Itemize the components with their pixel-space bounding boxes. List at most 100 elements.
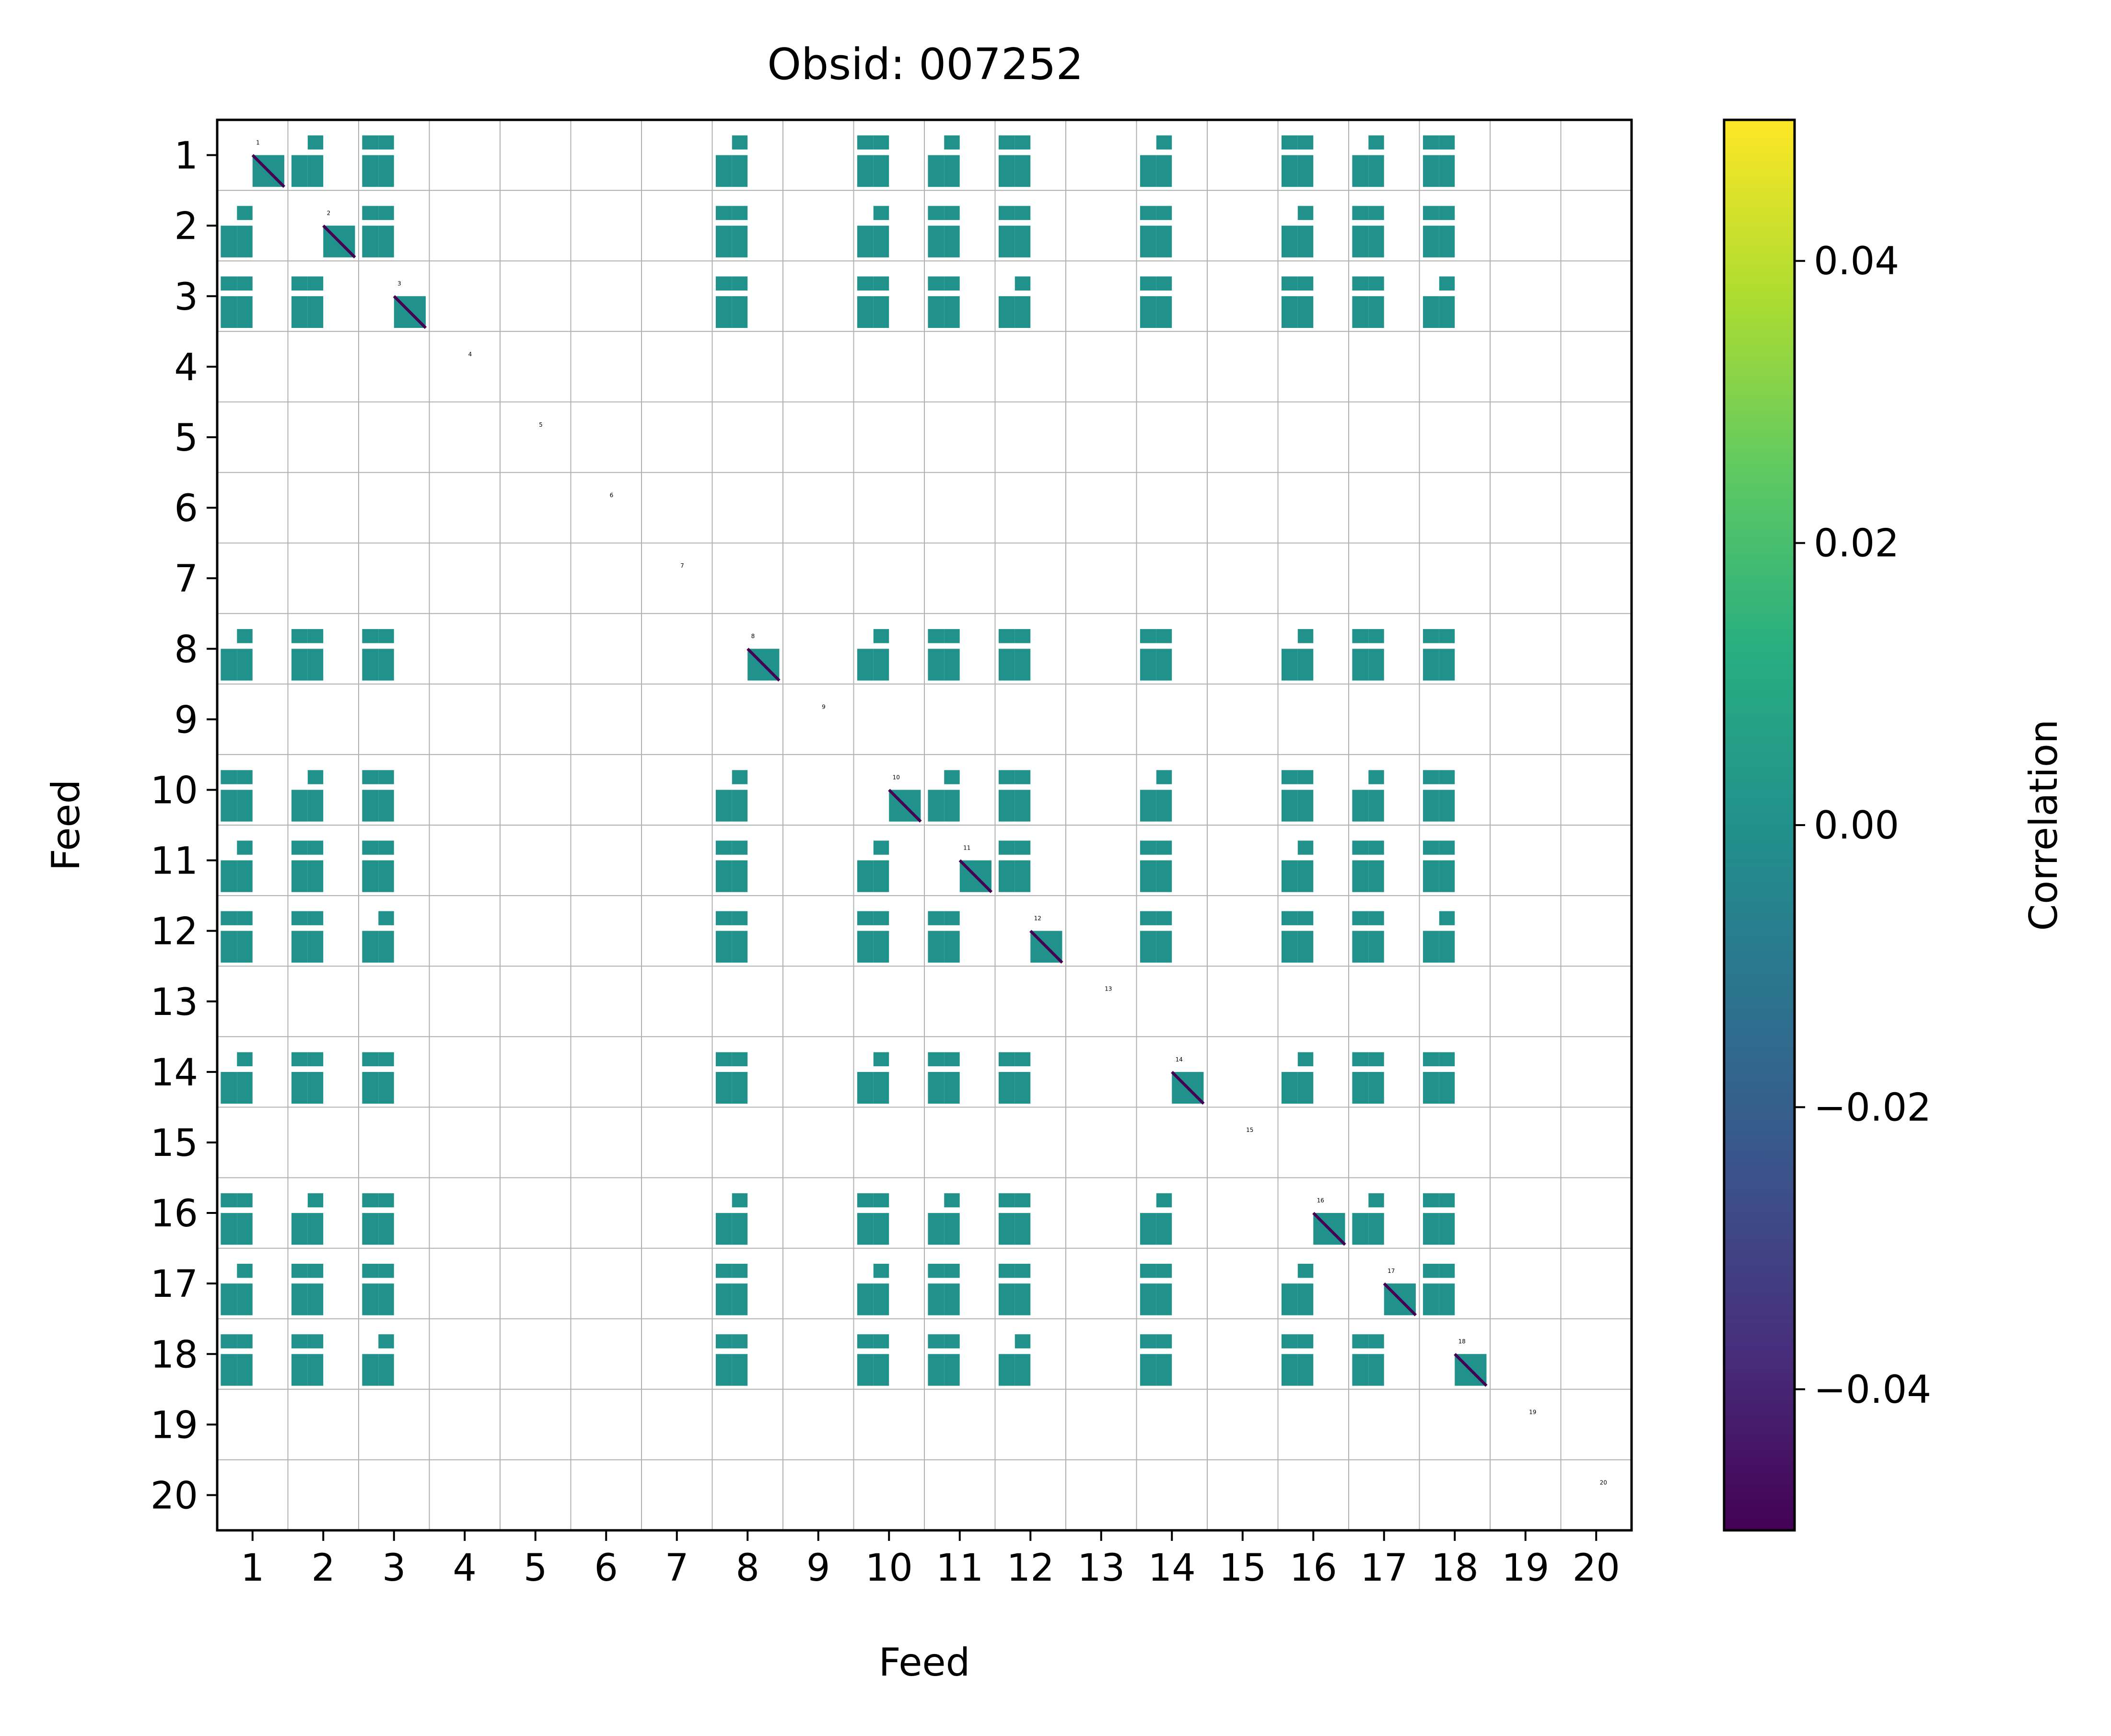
heatmap-cell — [1156, 1334, 1172, 1349]
y-tick-label: 11 — [151, 840, 198, 883]
heatmap-cell — [362, 629, 379, 643]
heatmap-cell — [362, 860, 379, 892]
heatmap-cell — [873, 931, 889, 963]
diagonal-feed-label: 6 — [610, 492, 614, 499]
heatmap-cell — [857, 1072, 874, 1104]
heatmap-cell — [1297, 1283, 1314, 1316]
y-tick-label: 15 — [151, 1122, 198, 1165]
heatmap-cell — [1439, 225, 1455, 257]
heatmap-cell — [873, 135, 889, 150]
heatmap-cell — [732, 1354, 748, 1386]
heatmap-cell — [1297, 276, 1314, 291]
heatmap-cell — [1423, 1264, 1439, 1278]
heatmap-cell — [221, 1354, 237, 1386]
heatmap-cell — [378, 135, 394, 150]
x-tick-label: 14 — [1148, 1547, 1196, 1590]
heatmap-cell — [1297, 206, 1314, 220]
heatmap-cell — [928, 911, 945, 925]
heatmap-cell — [378, 840, 394, 855]
heatmap-cell — [1439, 770, 1455, 784]
heatmap-cell — [1439, 276, 1455, 291]
heatmap-cell — [291, 860, 308, 892]
heatmap-cell — [1281, 225, 1298, 257]
heatmap-cell — [291, 629, 308, 643]
y-tick-label: 4 — [174, 346, 198, 389]
heatmap-cell — [732, 911, 748, 925]
heatmap-cell — [1297, 840, 1314, 855]
heatmap-cell — [998, 649, 1015, 681]
heatmap-cell — [1140, 790, 1156, 822]
heatmap-cell — [998, 860, 1015, 892]
heatmap-cell — [857, 931, 874, 963]
x-tick-label: 19 — [1502, 1547, 1549, 1590]
heatmap-cell — [944, 911, 960, 925]
heatmap-cell — [378, 1354, 394, 1386]
heatmap-cell — [1297, 155, 1314, 187]
heatmap-cell — [732, 1193, 748, 1208]
heatmap-cell — [1140, 629, 1156, 643]
y-tick-label: 10 — [151, 769, 198, 812]
heatmap-cell — [1297, 911, 1314, 925]
diagonal-feed-label: 1 — [256, 140, 260, 146]
heatmap-cell — [1352, 155, 1369, 187]
x-tick-label: 5 — [524, 1547, 548, 1590]
heatmap-cell — [378, 225, 394, 257]
heatmap-cell — [1140, 225, 1156, 257]
heatmap-cell — [732, 1283, 748, 1316]
heatmap-cell — [1281, 276, 1298, 291]
heatmap-cell — [1140, 1354, 1156, 1386]
heatmap-cell — [237, 931, 253, 963]
heatmap-cell — [928, 1052, 945, 1067]
heatmap-cell — [1015, 1052, 1031, 1067]
diagonal-line — [1312, 1212, 1346, 1246]
heatmap-cell — [944, 135, 960, 150]
heatmap-cell — [1156, 649, 1172, 681]
heatmap-cell — [944, 770, 960, 784]
heatmap-cell — [1156, 206, 1172, 220]
heatmap-cell — [732, 1052, 748, 1067]
colorbar-gradient — [1723, 118, 1796, 1532]
diagonal-feed-label: 9 — [822, 703, 826, 710]
x-axis-label: Feed — [879, 1640, 970, 1685]
x-tick-label: 6 — [594, 1547, 618, 1590]
heatmap-cell — [873, 206, 889, 220]
heatmap-cell — [1439, 1072, 1455, 1104]
diagonal-feed-label: 13 — [1105, 986, 1112, 992]
heatmap-cell — [998, 1213, 1015, 1245]
y-tick-label: 6 — [174, 487, 198, 530]
heatmap-cell — [873, 1283, 889, 1316]
heatmap-cell — [1439, 155, 1455, 187]
heatmap-cell — [1439, 135, 1455, 150]
heatmap-cell — [221, 860, 237, 892]
heatmap-cell — [1297, 296, 1314, 328]
heatmap-cell — [1015, 1193, 1031, 1208]
heatmap-cell — [1015, 155, 1031, 187]
heatmap-cell — [928, 206, 945, 220]
y-tick-label: 3 — [174, 276, 198, 319]
heatmap-cell — [1352, 790, 1369, 822]
x-tick-label: 4 — [453, 1547, 477, 1590]
heatmap-cell — [732, 860, 748, 892]
diagonal-line — [958, 859, 993, 893]
heatmap-cell — [362, 649, 379, 681]
heatmap-cell — [1423, 135, 1439, 150]
heatmap-cell — [1368, 860, 1384, 892]
heatmap-cell — [944, 649, 960, 681]
heatmap-cell — [237, 206, 253, 220]
heatmap-cell — [291, 1264, 308, 1278]
heatmap-cell — [857, 1354, 874, 1386]
heatmap-cell — [1156, 770, 1172, 784]
heatmap-cell — [1297, 1354, 1314, 1386]
heatmap-cell — [873, 1052, 889, 1067]
diagonal-blocks — [251, 154, 1488, 1387]
heatmap-cell — [1156, 276, 1172, 291]
heatmap-cell — [998, 135, 1015, 150]
plot-frame — [216, 118, 1633, 1532]
heatmap-cell — [1281, 1283, 1298, 1316]
heatmap-cell — [237, 770, 253, 784]
heatmap-cell — [1297, 649, 1314, 681]
heatmap-cell — [1140, 1283, 1156, 1316]
heatmap-cell — [1015, 135, 1031, 150]
